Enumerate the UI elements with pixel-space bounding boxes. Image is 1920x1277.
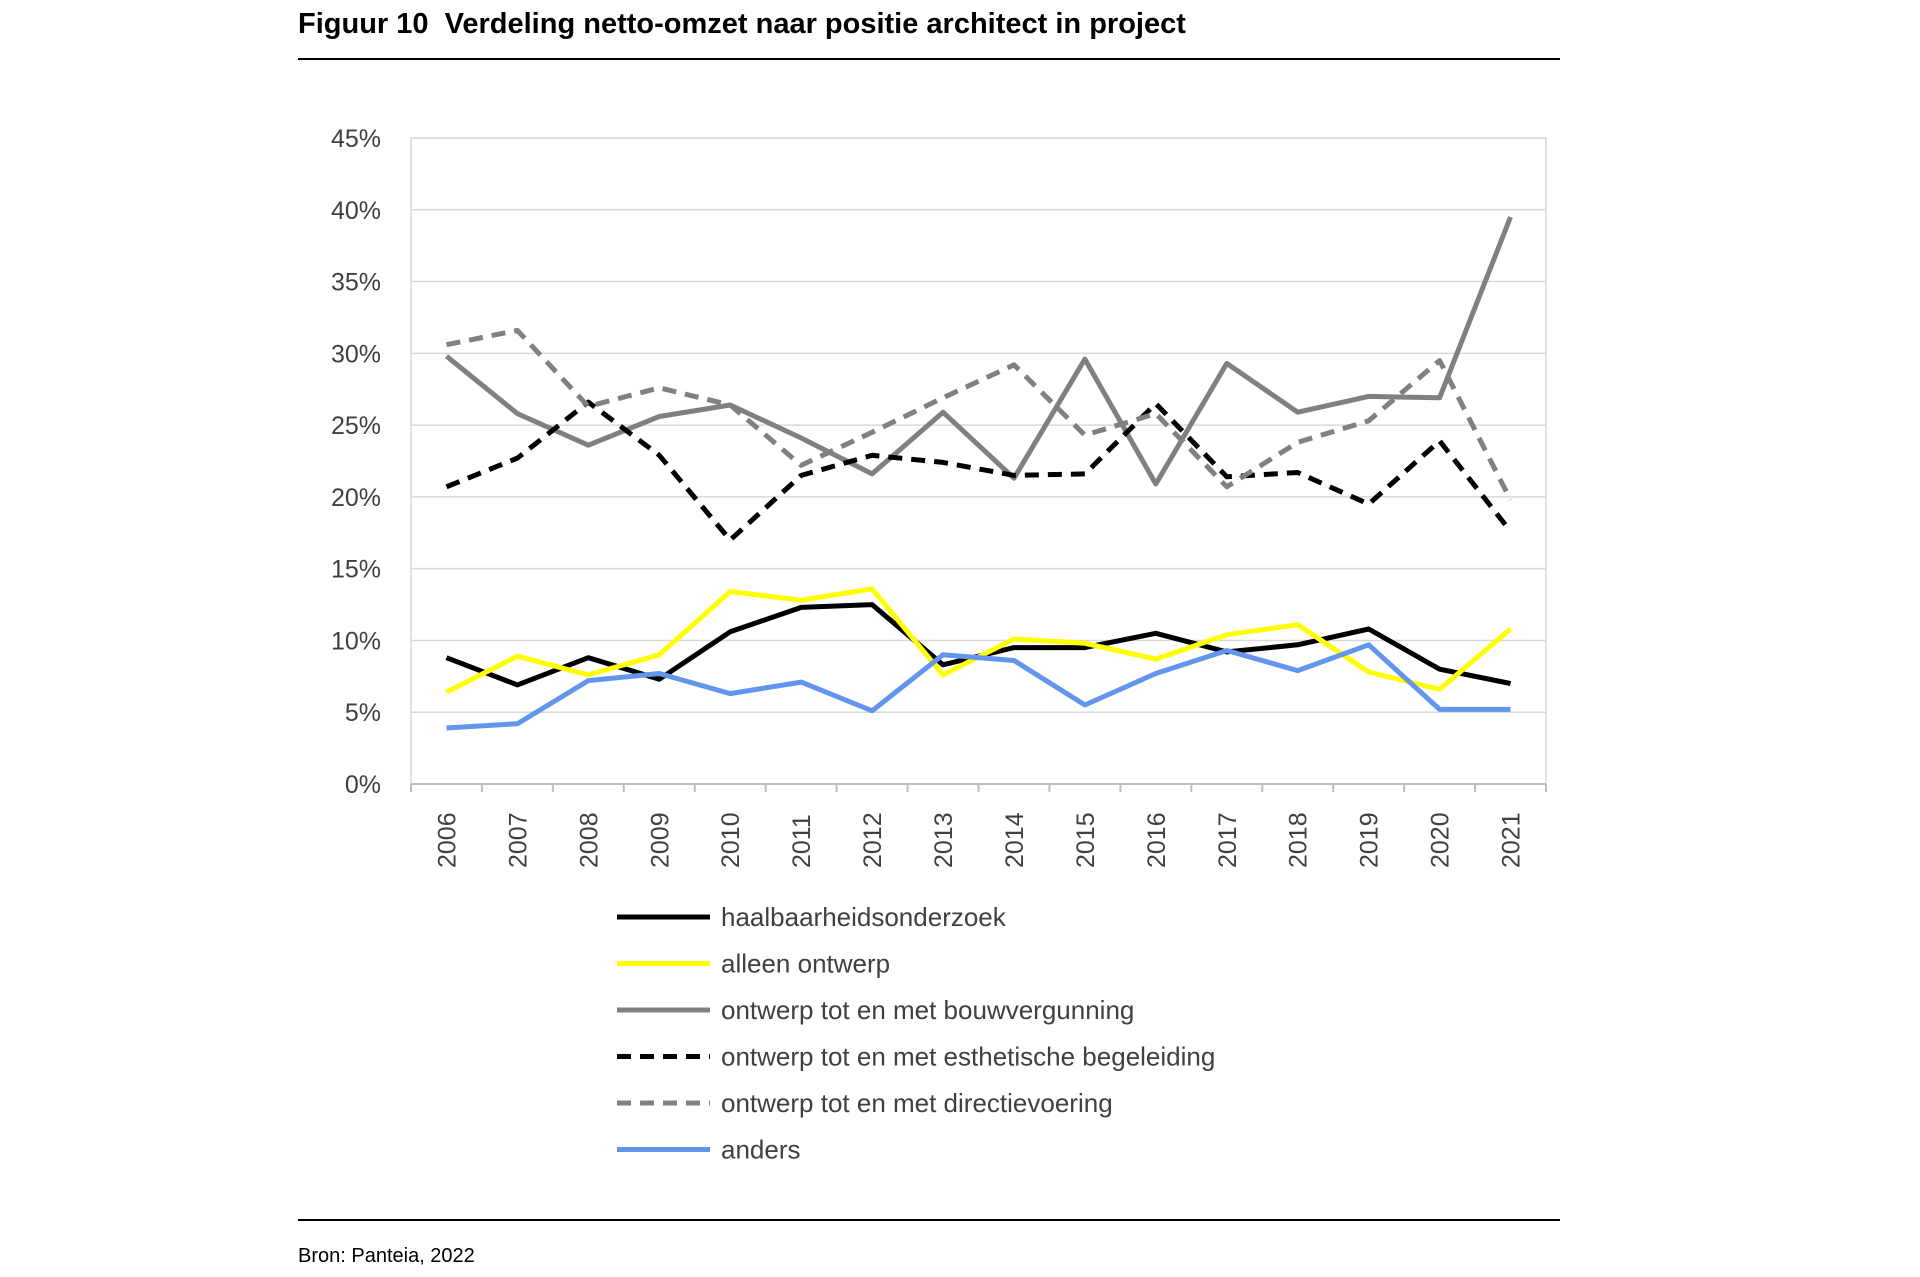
series-line-3 [444, 216, 1513, 487]
legend-label: anders [721, 1135, 801, 1165]
legend-label: ontwerp tot en met bouwvergunning [721, 995, 1134, 1025]
x-tick-labels: 2006 2007 2008 2009 2010 2011 2012 2013 2014 2015… [433, 812, 1525, 868]
y-tick-label: 30% [331, 340, 381, 368]
y-tick-label: 10% [331, 627, 381, 655]
x-tick-label: 2011 [788, 814, 816, 868]
x-tick-label: 2018 [1285, 812, 1313, 868]
series-line-4 [445, 399, 1513, 543]
y-tick-label: 0% [345, 771, 381, 799]
figure-title: Figuur 10 Verdeling netto-omzet naar pos… [298, 8, 1186, 40]
y-tick-label: 25% [331, 412, 381, 440]
series-line-6 [446, 642, 1511, 731]
x-tick-label: 2007 [504, 812, 532, 868]
x-tick-label: 2012 [859, 812, 887, 868]
x-tick-label: 2020 [1427, 812, 1455, 868]
legend-label: ontwerp tot en met esthetische begeleidi… [721, 1042, 1215, 1072]
y-tick-label: 5% [345, 699, 381, 727]
x-tick-label: 2013 [930, 812, 958, 868]
series-line-5 [446, 327, 1513, 501]
y-tick-label: 20% [331, 484, 381, 512]
x-tick-label: 2015 [1072, 812, 1100, 868]
bottom-rule [298, 1219, 1560, 1221]
y-tick-label: 35% [331, 269, 381, 297]
axes [410, 783, 1547, 792]
x-tick-label: 2009 [646, 812, 674, 868]
x-tick-label: 2021 [1498, 812, 1526, 868]
x-tick-label: 2016 [1143, 812, 1171, 868]
x-tick-label: 2014 [1001, 812, 1029, 868]
legend-label: alleen ontwerp [721, 949, 890, 979]
x-tick-label: 2008 [575, 812, 603, 868]
y-tick-label: 40% [331, 197, 381, 225]
series-lines [444, 216, 1513, 731]
source-note: Bron: Panteia, 2022 [298, 1245, 475, 1267]
x-tick-label: 2006 [433, 812, 461, 868]
y-tick-label: 15% [331, 556, 381, 584]
y-tick-labels: 0% 5% 10% 15% 20% 25% 30% 35% 40% 45% [331, 125, 381, 799]
legend-label: ontwerp tot en met directievoering [721, 1088, 1113, 1118]
y-tick-label: 45% [331, 125, 381, 153]
legend: haalbaarheidsonderzoek alleen ontwerp ontw… [617, 902, 1215, 1165]
x-tick-label: 2017 [1214, 812, 1242, 868]
x-tick-label: 2019 [1356, 812, 1384, 868]
top-rule [298, 58, 1560, 60]
x-tick-label: 2010 [717, 812, 745, 868]
series-line-1 [445, 602, 1511, 688]
legend-label: haalbaarheidsonderzoek [721, 902, 1007, 932]
